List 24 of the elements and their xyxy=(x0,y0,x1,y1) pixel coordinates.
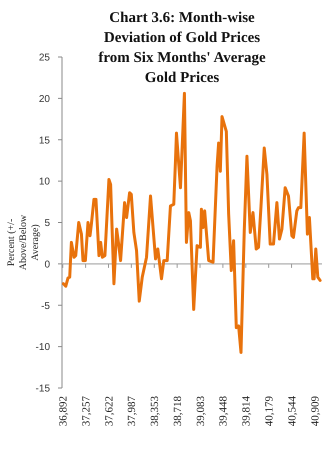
x-tick-label: 39,083 xyxy=(194,396,207,426)
y-tick-label: 0 xyxy=(44,259,50,270)
x-tick-label: 37,987 xyxy=(126,396,138,426)
line-series xyxy=(62,92,322,354)
x-tick-label: 36,892 xyxy=(58,396,70,426)
x-tick-label: 37,622 xyxy=(103,396,116,426)
x-tick-label: 39,814 xyxy=(240,396,253,426)
y-tick-label: -5 xyxy=(41,300,50,312)
y-axis-title: Percent (+/- Above/Below Average) xyxy=(6,214,41,270)
y-tick-label: 15 xyxy=(38,135,50,146)
y-tick-label: 25 xyxy=(38,52,50,64)
x-tick-label: 38,353 xyxy=(149,396,162,426)
y-tick-label: 10 xyxy=(38,176,50,188)
x-tick-label: 40,909 xyxy=(309,396,322,426)
y-tick-label: 5 xyxy=(44,218,50,229)
y-tick-label: -10 xyxy=(36,342,50,354)
x-tick-label: 38,718 xyxy=(172,396,184,426)
x-tick-label: 39,448 xyxy=(218,396,230,426)
x-tick-label: 40,544 xyxy=(286,396,298,426)
chart-title: Chart 3.6: Month-wise Deviation of Gold Prices from Six Months' Average Gold Prices xyxy=(98,10,266,86)
x-tick-label: 37,257 xyxy=(80,396,92,426)
y-tick-label: -15 xyxy=(36,384,50,394)
y-tick-label: 20 xyxy=(38,94,50,105)
x-tick-label: 40,179 xyxy=(264,396,276,426)
